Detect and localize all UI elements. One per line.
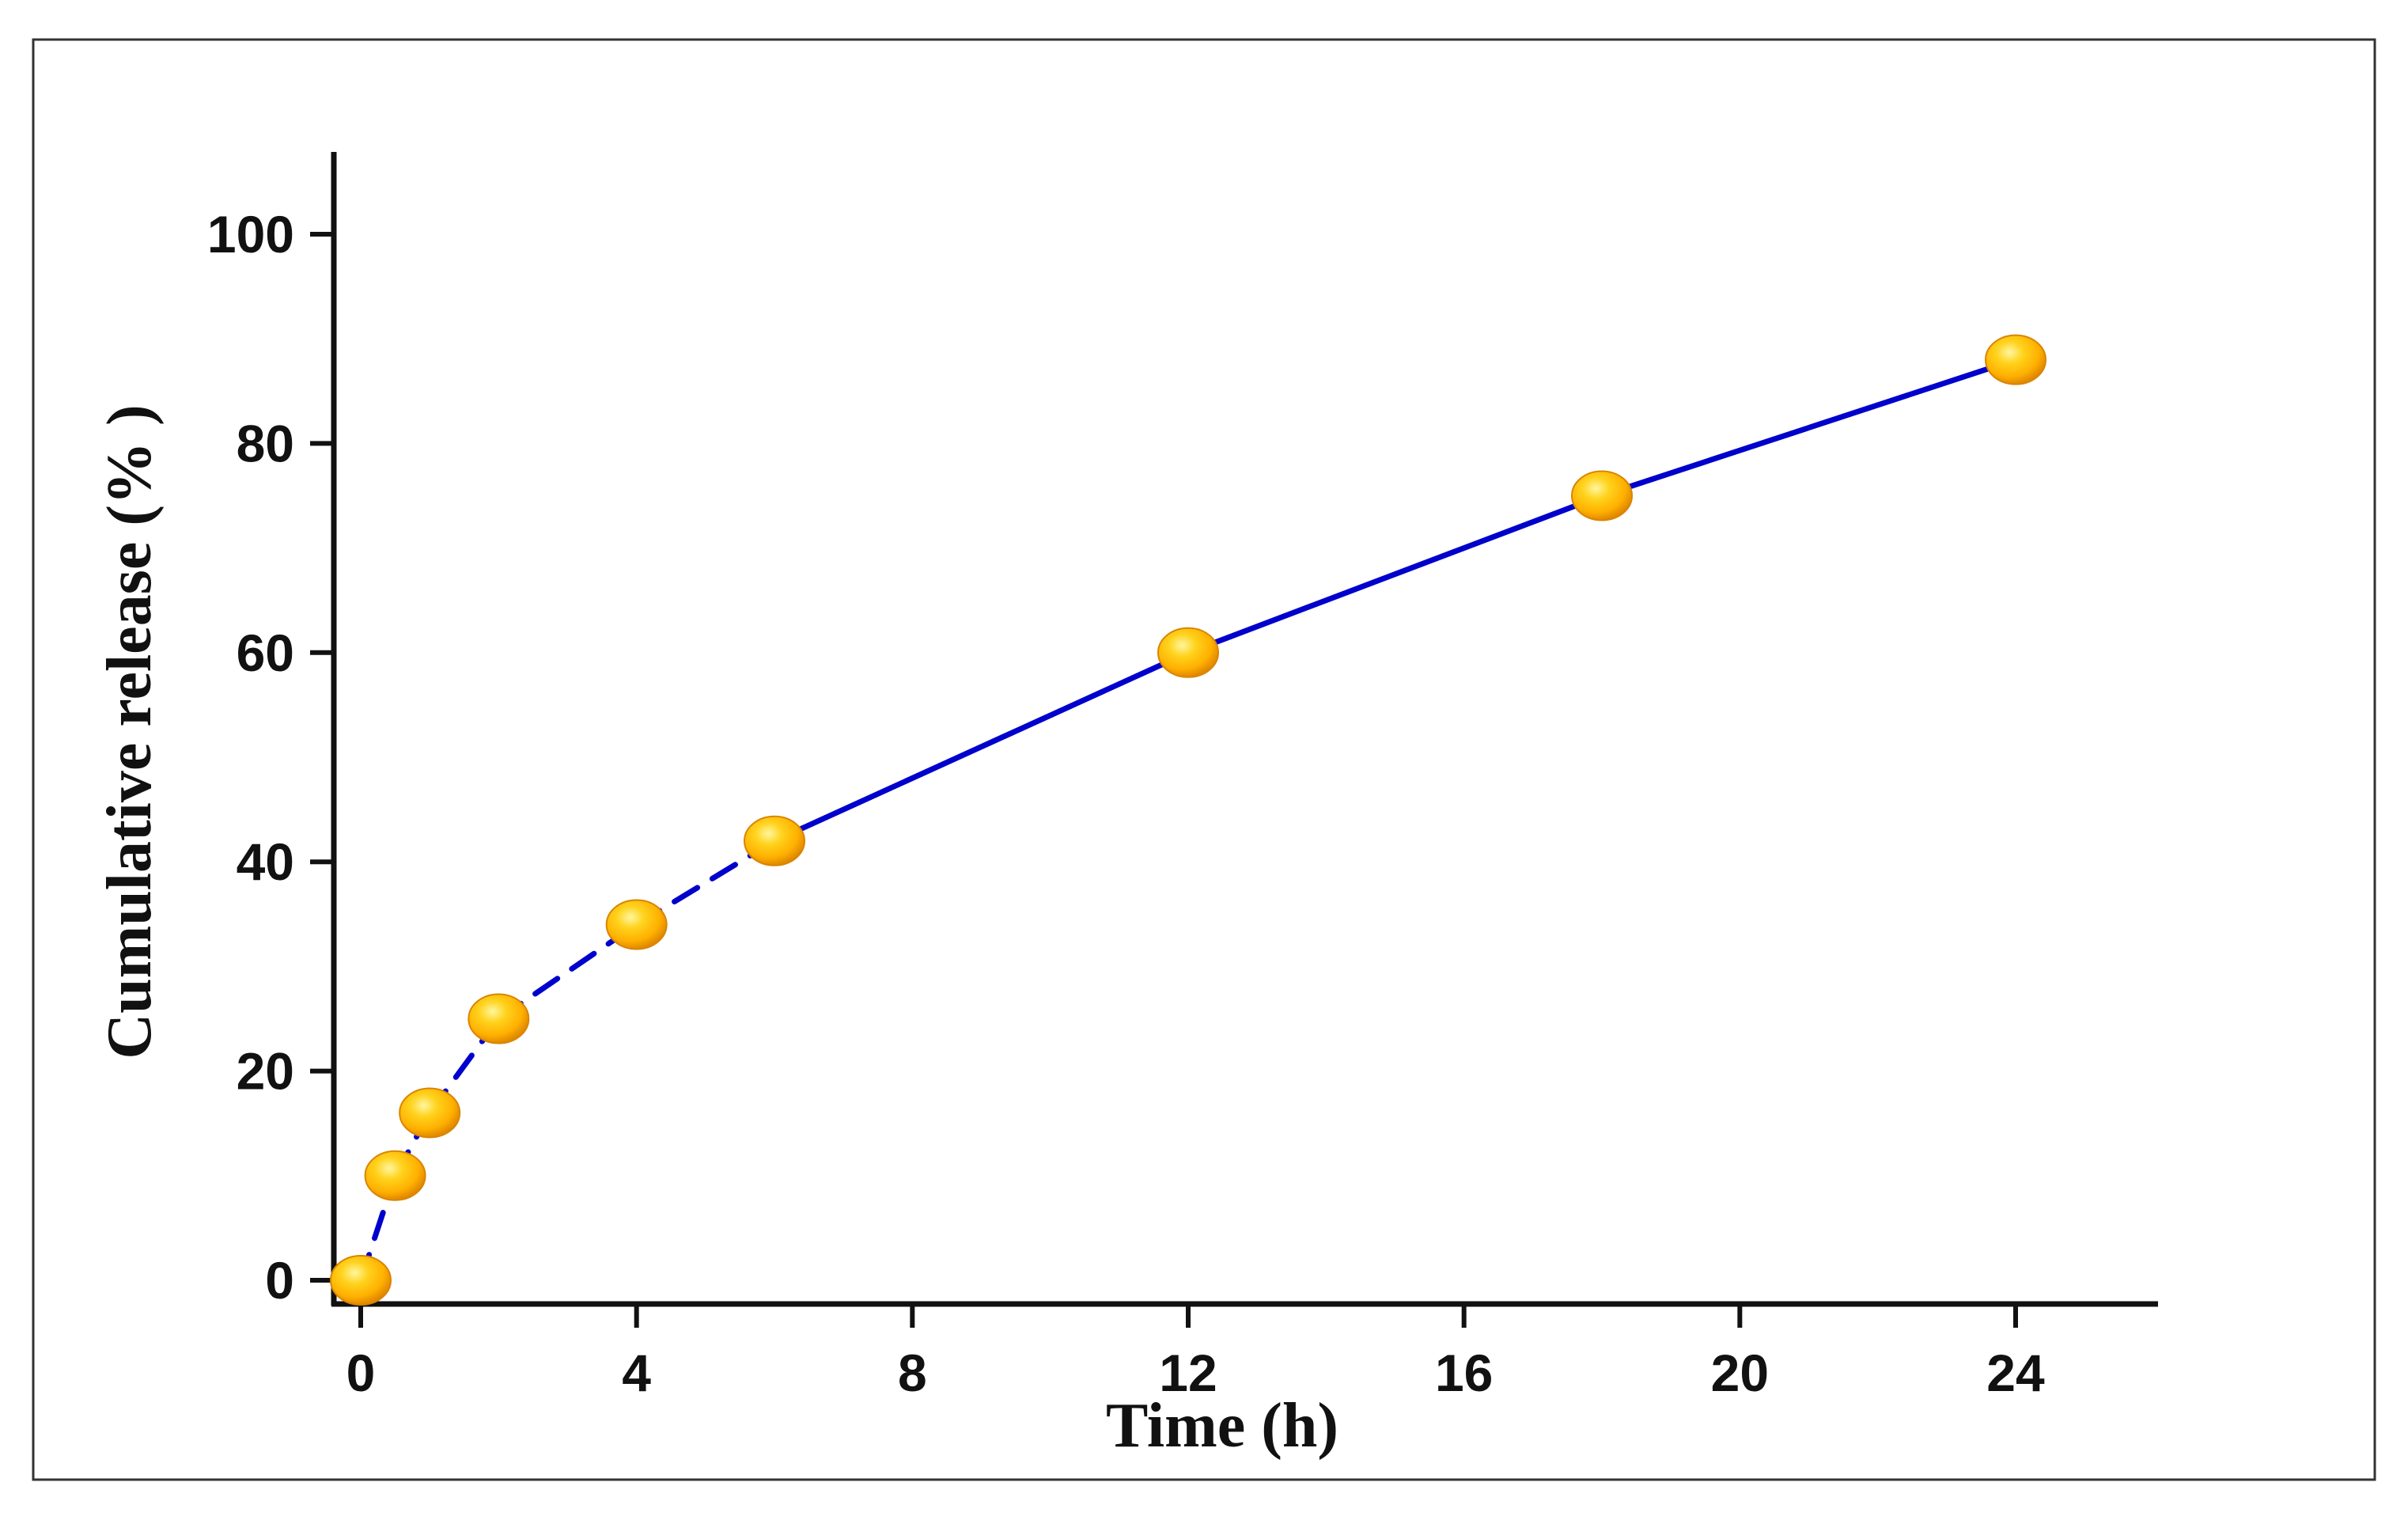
- y-tick-label-60: 60: [237, 624, 294, 682]
- y-axis-title: Cumulative release (% ): [95, 404, 165, 1059]
- data-point-12h: [1157, 627, 1219, 678]
- y-tick-label-0: 0: [265, 1251, 294, 1310]
- y-tick-label-100: 100: [207, 205, 294, 263]
- series-line-segment-6: [771, 650, 1191, 844]
- data-point-6h: [744, 815, 805, 866]
- data-point-18h: [1571, 470, 1633, 521]
- data-point-1h: [399, 1087, 461, 1139]
- data-point-0h: [330, 1255, 392, 1306]
- chart-frame: [32, 38, 2376, 1481]
- x-tick-label-4: 4: [622, 1344, 651, 1402]
- plot-area: 0 20 40 60 80 100 0 4 8 12 16 20 24: [207, 152, 2158, 1402]
- x-axis-title: Time (h): [1106, 1391, 1338, 1461]
- series-line-segment-8: [1599, 357, 2019, 498]
- series-line-segment-7: [1185, 493, 1605, 656]
- data-point-2h: [468, 993, 530, 1044]
- x-tick-label-8: 8: [898, 1344, 927, 1402]
- x-tick-label-24: 24: [1986, 1344, 2045, 1402]
- x-tick-label-0: 0: [346, 1344, 376, 1402]
- y-tick-label-20: 20: [237, 1042, 294, 1101]
- y-tick-label-40: 40: [237, 832, 294, 891]
- y-tick-label-80: 80: [237, 414, 294, 472]
- x-tick-label-12: 12: [1159, 1344, 1217, 1402]
- x-tick-label-20: 20: [1711, 1344, 1769, 1402]
- data-point-0.5h: [364, 1150, 426, 1201]
- data-point-24h: [1985, 334, 2046, 385]
- data-point-4h: [605, 899, 668, 950]
- x-tick-label-16: 16: [1435, 1344, 1493, 1402]
